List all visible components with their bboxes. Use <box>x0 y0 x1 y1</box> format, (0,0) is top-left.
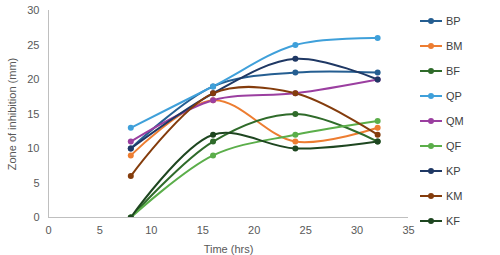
svg-text:10: 10 <box>27 142 39 154</box>
svg-text:15: 15 <box>197 224 209 236</box>
html-text:KM: KM <box>446 189 463 202</box>
svg-text:15: 15 <box>27 108 39 120</box>
svg-text:25: 25 <box>300 224 312 236</box>
html-text:KF: KF <box>446 214 461 227</box>
html-text:BF: BF <box>446 64 461 77</box>
svg-text:25: 25 <box>27 39 39 51</box>
svg-text:35: 35 <box>402 224 414 236</box>
svg-text:20: 20 <box>248 224 260 236</box>
svg-text:20: 20 <box>27 73 39 85</box>
svg-text:30: 30 <box>351 224 363 236</box>
svg-text:5: 5 <box>97 224 103 236</box>
svg-text:Time (hrs): Time (hrs) <box>204 243 254 255</box>
html-text:QP: QP <box>446 89 462 102</box>
svg-text:0: 0 <box>45 224 51 236</box>
html-text:QM: QM <box>446 114 464 127</box>
svg-text:30: 30 <box>27 4 39 16</box>
svg-text:5: 5 <box>33 177 39 189</box>
svg-text:0: 0 <box>33 211 39 223</box>
html-text:KP: KP <box>446 164 461 177</box>
svg-text:10: 10 <box>145 224 157 236</box>
html-text:BP: BP <box>446 14 461 27</box>
svg-text:Zone of inhibition (mm): Zone of inhibition (mm) <box>6 58 18 171</box>
html-text:QF: QF <box>446 139 462 152</box>
html-text:BM: BM <box>446 39 463 52</box>
